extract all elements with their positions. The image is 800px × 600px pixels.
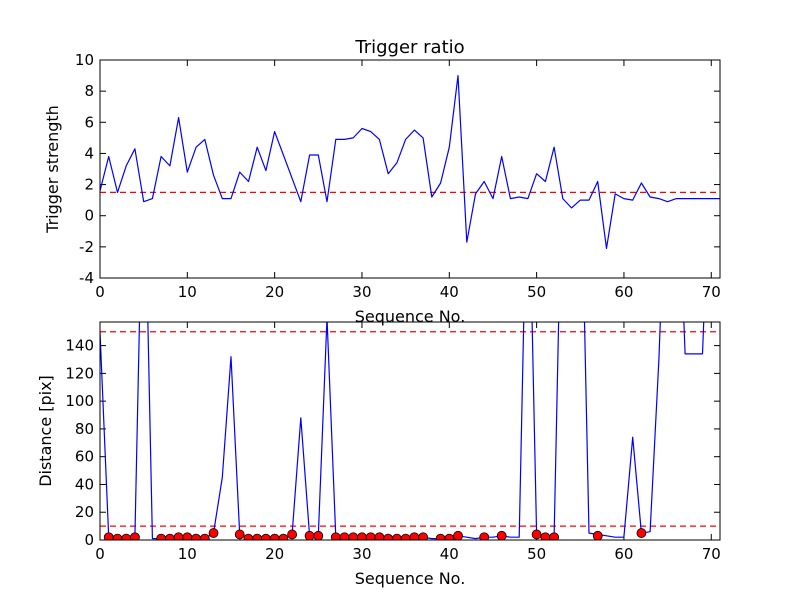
distance-x-tick-label: 0 [95,545,105,563]
trigger-x-tick-label: 30 [352,283,371,301]
trigger-y-tick-label: 4 [84,144,94,162]
distance-scatter-point [121,533,132,540]
trigger-ratio-x-axis-label: Sequence No. [355,307,466,326]
distance-scatter-point [234,529,245,540]
distance-scatter-point [592,530,603,540]
distance-scatter-point [199,533,210,540]
distance-scatter-point [252,533,263,540]
trigger-y-tick-label: 6 [84,113,94,131]
trigger-x-tick-label: 0 [95,283,105,301]
trigger-x-tick-label: 50 [527,283,546,301]
distance-ticks: 0 10 20 30 40 50 60 70 0 20 40 60 80 100 120 140 [65,322,721,563]
distance-scatter-point [549,532,559,540]
trigger-y-tick-label: -4 [79,269,94,287]
distance-y-tick-label: 140 [65,337,94,355]
distance-x-tick-label: 70 [702,545,721,563]
distance-y-tick-label: 120 [65,364,94,382]
distance-x-tick-label: 40 [440,545,459,563]
distance-scatter-point [531,529,542,540]
trigger-x-tick-label: 10 [178,283,197,301]
trigger-y-tick-label: 10 [75,51,94,69]
distance-threshold-lines [100,331,720,527]
distance-scatter-point [435,533,446,540]
trigger-y-tick-label: 0 [84,207,94,225]
trigger-ratio-y-axis-label: Trigger strength [43,105,62,234]
trigger-y-tick-label: 2 [84,176,94,194]
trigger-x-tick-label: 70 [702,283,721,301]
trigger-x-tick-label: 20 [265,283,284,301]
distance-scatter-point [418,532,428,540]
distance-scatter-point [496,530,507,540]
distance-scatter-point [479,532,490,540]
distance-scatter-point [278,533,289,540]
trigger-ratio-chart: 0 10 20 30 40 50 60 70 -4 -2 0 2 4 6 8 10 Trigger ratio… [43,37,721,326]
distance-scatter-point [392,533,402,540]
trigger-x-tick-label: 40 [440,283,459,301]
distance-x-tick-label: 20 [265,545,284,563]
distance-chart: 0 10 20 30 40 50 60 70 0 20 40 60 80 100 120 140 Sequen… [36,321,721,588]
distance-y-axis-label: Distance [pix] [36,375,55,487]
trigger-y-tick-label: 8 [84,82,94,100]
distance-x-tick-label: 30 [352,545,371,563]
distance-y-tick-label: 40 [75,475,94,493]
distance-series-line [100,322,705,540]
distance-y-tick-label: 20 [75,503,94,521]
distance-x-tick-label: 10 [178,545,197,563]
trigger-strength-series [100,74,720,249]
distance-scatter-point [269,533,280,540]
distance-x-tick-label: 60 [614,545,633,563]
distance-scatter-point [313,530,324,540]
distance-y-tick-label: 100 [65,392,94,410]
distance-y-tick-label: 80 [75,420,94,438]
distance-scatter-point [164,533,175,540]
distance-scatter-point [453,530,463,540]
distance-scatter-point [130,532,140,540]
distance-scatter-point [208,528,219,538]
distance-scatter-point [444,533,455,540]
trigger-ratio-ticks: 0 10 20 30 40 50 60 70 -4 -2 0 2 4 6 8 10 [75,51,721,301]
distance-scatter-point [156,533,167,540]
trigger-ratio-title: Trigger ratio [354,37,464,58]
distance-plot-frame [99,321,721,541]
distance-scatter-point [287,529,298,540]
distance-x-axis-label: Sequence No. [355,569,466,588]
distance-scatter-point [636,528,647,538]
distance-scatter-point [112,533,123,540]
distance-scatter-point [383,533,394,540]
distance-scatter-point [261,533,271,540]
distance-scatter-point [191,533,201,540]
distance-y-tick-label: 0 [84,531,94,549]
distance-scatter-point [400,533,411,540]
trigger-x-tick-label: 60 [614,283,633,301]
distance-y-tick-label: 60 [75,448,94,466]
distance-x-tick-label: 50 [527,545,546,563]
distance-series [100,322,705,540]
trigger-series-line [100,74,720,249]
trigger-ratio-plot-frame [99,59,721,279]
distance-scatter-point [243,533,254,540]
trigger-y-tick-label: -2 [79,238,94,256]
distance-scatter-point [304,530,315,540]
